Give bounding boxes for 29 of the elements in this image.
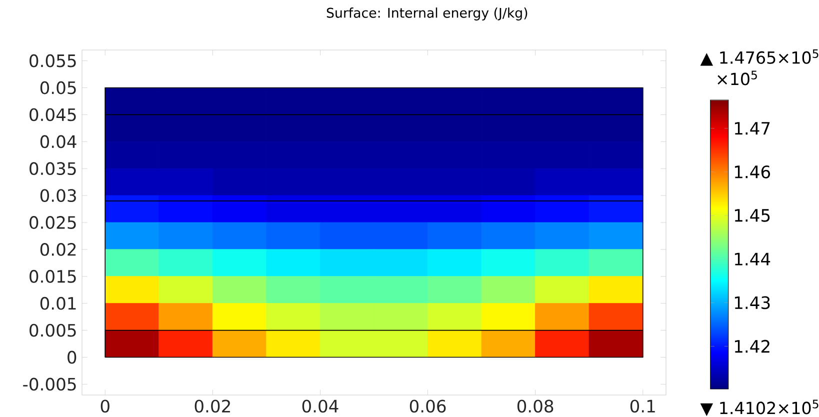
x-tick-label: 0.1: [630, 400, 655, 413]
y-tick-label: 0.03: [40, 189, 76, 202]
color-bar-label: 1.46: [734, 165, 770, 178]
y-tick-label: 0.01: [40, 296, 76, 310]
color-bar-label: 1.45: [734, 209, 770, 222]
color-bar-label: 1.42: [734, 340, 770, 353]
x-tick-label: 0.06: [410, 400, 446, 413]
y-tick-label: 0.025: [30, 216, 76, 229]
x-tick-label: 0.04: [302, 400, 338, 413]
x-tick-label: 0: [100, 400, 110, 413]
y-tick-label: 0.02: [40, 242, 76, 256]
color-bar-label: 1.43: [734, 296, 770, 310]
y-tick-label: 0.055: [30, 54, 76, 68]
chart-title: Surface: Internal energy (J/kg): [326, 8, 528, 20]
y-tick-label: 0.04: [40, 135, 76, 148]
y-tick-label: 0.045: [30, 108, 76, 122]
y-tick-label: 0.015: [30, 270, 76, 283]
y-tick-label: 0.005: [30, 324, 76, 337]
y-tick-label: 0.05: [40, 81, 76, 94]
text: ▼ 1.4102×10$^{5}$: [700, 400, 818, 416]
x-tick-label: 0.02: [194, 400, 230, 413]
y-tick-label: -0.005: [23, 378, 76, 391]
text: ▲ 1.4765×10$^{5}$: [700, 49, 818, 66]
text: ×10$^{5}$: [718, 70, 757, 86]
y-tick-label: 0: [68, 350, 76, 364]
x-tick-label: 0.08: [517, 400, 554, 413]
color-bar-label: 1.47: [734, 122, 770, 135]
color-bar-label: 1.44: [734, 252, 770, 266]
y-tick-label: 0.035: [30, 162, 76, 176]
